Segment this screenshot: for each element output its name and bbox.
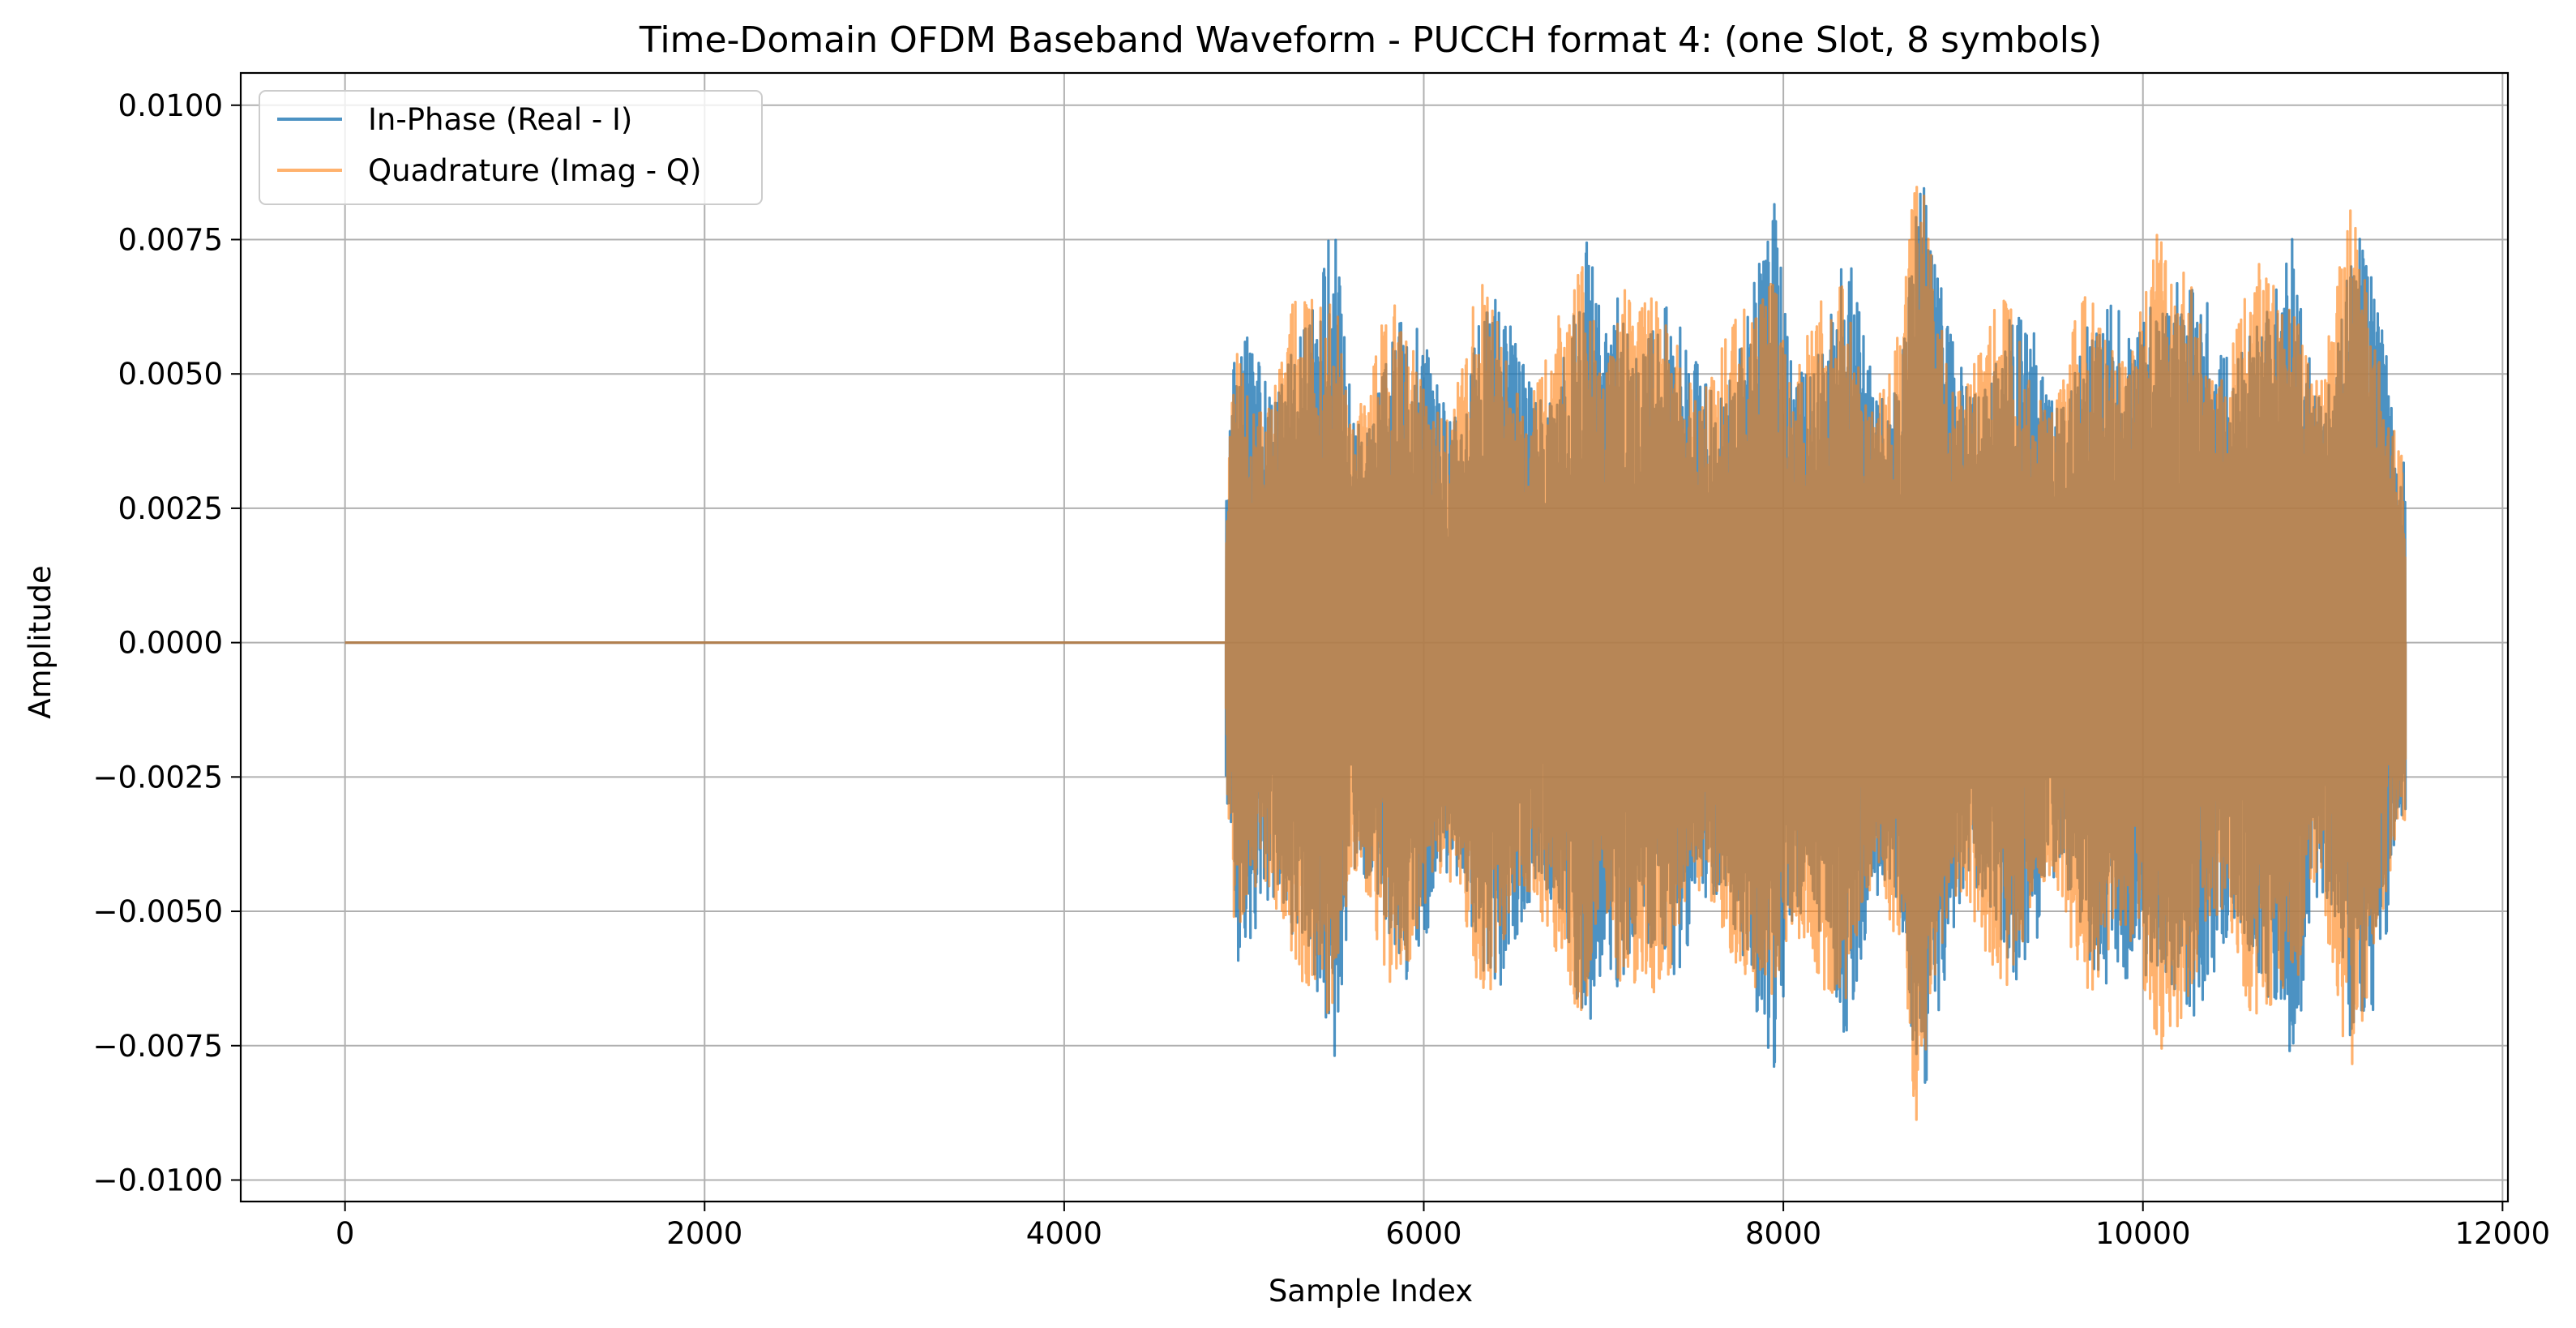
x-axis-label: Sample Index (1269, 1274, 1473, 1309)
y-tick-label: 0.0075 (118, 222, 223, 257)
series-line-quadrature (344, 186, 2407, 1121)
y-tick-label: −0.0025 (93, 760, 223, 795)
legend: In-Phase (Real - I) Quadrature (Imag - Q… (259, 90, 763, 205)
y-axis-label: Amplitude (23, 565, 58, 719)
y-axis-ticks: 0.0100 0.0075 0.0050 0.0025 0.0000 −0.0025 −0.… (93, 88, 241, 1197)
legend-label-in-phase: In-Phase (Real - I) (368, 102, 632, 137)
x-tick-label: 0 (336, 1216, 355, 1251)
y-tick-label: 0.0050 (118, 357, 223, 392)
legend-box (259, 90, 763, 205)
chart-title: Time-Domain OFDM Baseband Waveform - PUC… (639, 19, 2102, 61)
x-tick-label: 2000 (666, 1216, 742, 1251)
x-tick-label: 10000 (2095, 1216, 2191, 1251)
x-tick-label: 6000 (1385, 1216, 1461, 1251)
y-tick-label: −0.0100 (93, 1163, 223, 1197)
x-tick-label: 12000 (2454, 1216, 2550, 1251)
x-tick-label: 8000 (1745, 1216, 1821, 1251)
series-layer (344, 186, 2407, 1121)
y-tick-label: 0.0000 (118, 626, 223, 661)
y-tick-label: −0.0050 (93, 894, 223, 929)
y-tick-label: 0.0100 (118, 88, 223, 123)
x-tick-label: 4000 (1026, 1216, 1102, 1251)
plot-area-frame (239, 71, 2510, 1203)
y-tick-label: 0.0025 (118, 491, 223, 526)
x-axis-ticks: 0 2000 4000 6000 8000 10000 12000 (336, 1202, 2550, 1251)
legend-label-quadrature: Quadrature (Imag - Q) (368, 153, 701, 188)
y-tick-label: −0.0075 (93, 1029, 223, 1064)
